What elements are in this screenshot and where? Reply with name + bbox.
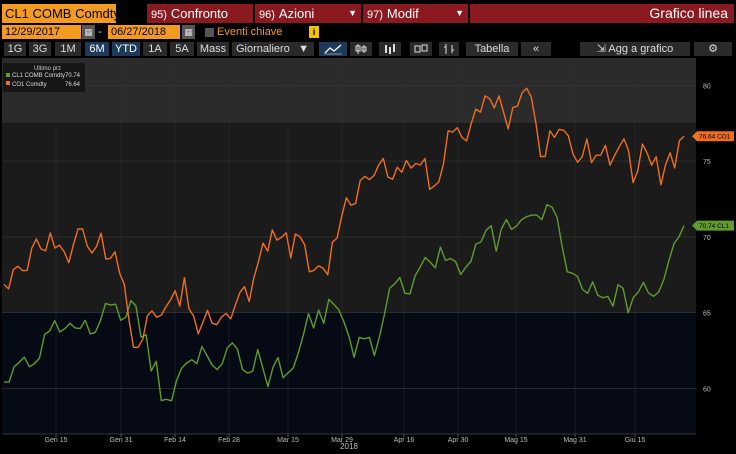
x-tick-label: Gen 31 xyxy=(110,437,133,444)
legend-swatch-cl1 xyxy=(6,73,10,77)
modify-label: Modif xyxy=(386,6,419,21)
chevron-down-icon: ▼ xyxy=(348,8,357,18)
legend-value-co1: 76.64 xyxy=(65,82,81,88)
chart-type-title[interactable]: Grafico linea xyxy=(470,4,734,23)
x-axis-year-label: 2018 xyxy=(340,442,358,451)
y-tick-label: 75 xyxy=(703,159,711,166)
actions-label: Azioni xyxy=(278,6,315,21)
period-button-max[interactable]: Mass xyxy=(197,42,229,56)
compare-button[interactable]: 95) Confronto xyxy=(147,4,253,23)
key-events-label: Eventi chiave xyxy=(217,26,283,38)
bar-chart-icon[interactable] xyxy=(379,42,401,56)
x-tick-label: Apr 30 xyxy=(448,437,469,444)
last-value-tag-co1 xyxy=(692,131,734,142)
add-chart-icon: ⇲ xyxy=(596,43,606,55)
y-tick-label: 60 xyxy=(703,387,711,394)
last-value-labels: 76.64 CO1 70.74 CL1 xyxy=(692,131,734,231)
chart-band-top xyxy=(2,58,696,124)
legend-label-cl1: CL1 COMB Comdty xyxy=(12,73,65,79)
last-value-tag-cl1 xyxy=(692,220,734,231)
y-tick-label: 80 xyxy=(703,83,711,90)
security-ticker[interactable]: CL1 COMB Comdty xyxy=(2,4,116,23)
info-icon[interactable]: i xyxy=(309,26,319,38)
y-tick-label: 65 xyxy=(703,311,711,318)
ohlc-icon[interactable] xyxy=(410,42,432,56)
line-chart-icon[interactable] xyxy=(319,42,347,56)
series-line-co1 xyxy=(3,87,685,348)
legend-box xyxy=(3,63,85,92)
settings-gear-icon[interactable]: ⚙ xyxy=(694,42,732,56)
chevron-down-icon: ▼ xyxy=(455,8,464,18)
period-button-3g[interactable]: 3G xyxy=(29,42,51,56)
modify-number: 97) xyxy=(367,9,383,21)
compare-label: Confronto xyxy=(170,6,228,21)
series-lines xyxy=(3,87,685,402)
legend-header: Ultimo prz xyxy=(34,66,61,72)
x-axis: Gen 15 Gen 31 Feb 14 Feb 28 Mar 15 Mar 29 Apr … xyxy=(2,433,696,444)
add-to-chart-button[interactable]: ⇲ Agg a grafico xyxy=(580,42,690,56)
x-tick-label: Mag 15 xyxy=(504,437,527,444)
legend-swatch-co1 xyxy=(6,81,10,85)
end-date-input[interactable]: 06/27/2018 xyxy=(108,25,180,39)
hlc-icon[interactable] xyxy=(439,42,459,56)
x-tick-label: Mar 15 xyxy=(277,437,299,444)
period-button-1a[interactable]: 1A xyxy=(143,42,167,56)
compare-number: 95) xyxy=(151,9,167,21)
chart-band-bottom xyxy=(2,312,696,434)
period-button-6m[interactable]: 6M xyxy=(85,42,109,56)
period-button-5a[interactable]: 5A xyxy=(170,42,194,56)
series-line-cl1 xyxy=(4,203,685,402)
x-tick-label: Giu 15 xyxy=(625,437,646,444)
legend-label-co1: CO1 Comdty xyxy=(12,82,47,88)
y-axis: 60 65 70 75 80 xyxy=(703,83,711,393)
table-button[interactable]: Tabella xyxy=(466,42,518,56)
modify-button[interactable]: 97) Modif ▼ xyxy=(363,4,468,23)
y-tick-label: 70 xyxy=(703,235,711,242)
x-tick-label: Feb 28 xyxy=(218,437,240,444)
actions-button[interactable]: 96) Azioni ▼ xyxy=(255,4,361,23)
calendar-icon[interactable]: ▦ xyxy=(82,25,95,39)
x-tick-label: Gen 15 xyxy=(45,437,68,444)
frequency-label: Giornaliero xyxy=(236,43,290,55)
last-value-text-cl1: 70.74 CL1 xyxy=(699,223,729,230)
period-button-1m[interactable]: 1M xyxy=(55,42,81,56)
calendar-icon[interactable]: ▦ xyxy=(182,25,195,39)
x-tick-label: Mar 29 xyxy=(331,437,353,444)
last-value-text-co1: 76.64 CO1 xyxy=(699,134,731,141)
start-date-input[interactable]: 12/29/2017 xyxy=(2,25,81,39)
key-events-checkbox[interactable] xyxy=(205,28,214,37)
line-chart[interactable]: 60 65 70 75 80 Gen 15 Gen 31 Feb 14 Feb 28 Mar 1… xyxy=(0,58,736,454)
actions-number: 96) xyxy=(259,9,275,21)
period-button-ytd[interactable]: YTD xyxy=(112,42,140,56)
x-tick-label: Mag 31 xyxy=(563,437,586,444)
collapse-icon[interactable]: « xyxy=(521,42,551,56)
chart-legend: Ultimo prz CL1 COMB Comdty 70.74 CO1 Com… xyxy=(3,63,85,92)
x-tick-label: Feb 14 xyxy=(164,437,186,444)
date-separator: - xyxy=(98,26,102,38)
candlestick-icon[interactable] xyxy=(350,42,372,56)
add-chart-label: Agg a grafico xyxy=(608,43,674,55)
chevron-down-icon: ▼ xyxy=(298,43,309,55)
frequency-select[interactable]: Giornaliero ▼ xyxy=(232,42,314,56)
legend-value-cl1: 70.74 xyxy=(65,73,81,79)
chart-band-middle xyxy=(2,123,696,313)
period-button-1g[interactable]: 1G xyxy=(4,42,26,56)
x-tick-label: Apr 16 xyxy=(394,437,415,444)
